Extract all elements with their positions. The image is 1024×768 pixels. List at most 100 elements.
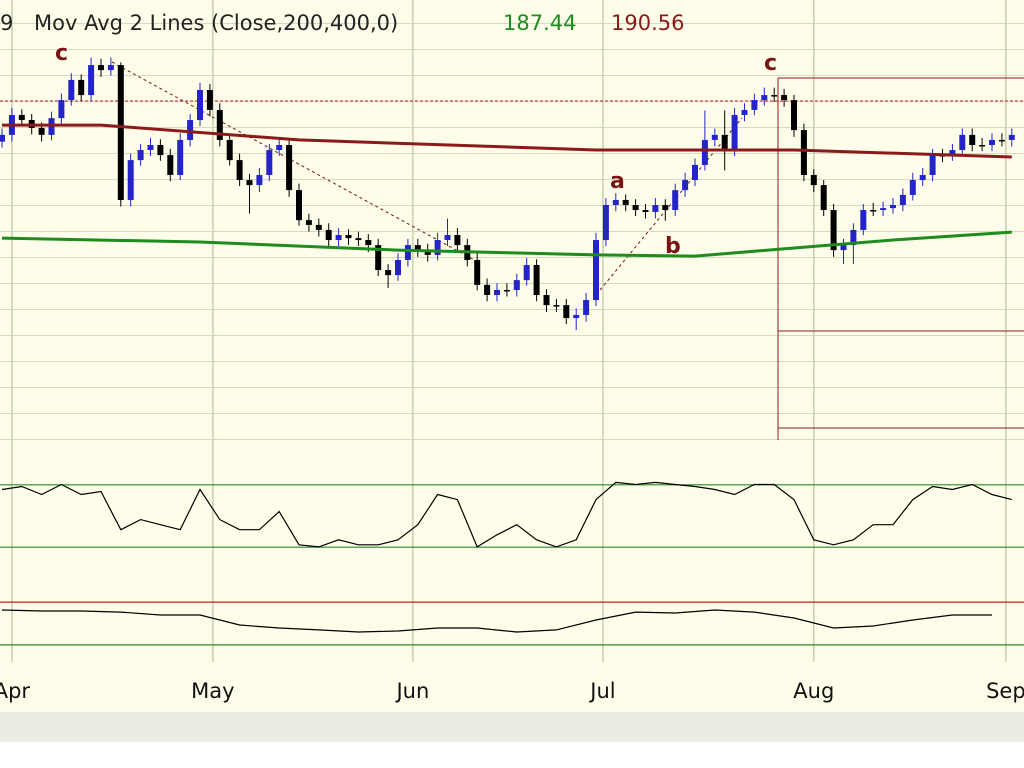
x-tick-label: Jul [588,679,615,703]
candle-body [672,190,679,211]
candle-body [919,174,926,181]
candle-body [187,120,194,140]
candle-body [860,210,867,230]
candle-body [197,90,203,121]
candle-body [58,100,65,119]
candle-body [404,245,411,260]
candle-body [979,144,986,147]
candle-body [969,134,976,145]
candle-body [395,259,401,276]
candle-body [711,134,718,140]
candle-body [38,127,45,135]
candle-body [602,204,609,241]
candle-body [167,155,174,175]
header-title: Mov Avg 2 Lines (Close,200,400,0) [34,11,398,35]
candle-body [276,144,283,151]
ma-value: 190.56 [611,11,684,35]
oscillator-line [1,481,1012,548]
candle-body [899,194,906,205]
x-tick-label: May [191,679,234,703]
wave-label: c [55,41,68,66]
candle-body [325,229,332,241]
candle-body [800,130,807,175]
candle-body [880,208,887,211]
candle-body [890,204,896,209]
candle-body [256,174,263,186]
x-tick-label: Sep [986,679,1024,703]
candle-body [682,180,689,191]
candle-body [98,65,104,71]
moving-average-line [1,230,1012,258]
candle-body [434,240,441,255]
candle-body [315,224,322,230]
candle-body [632,204,639,211]
candle-body [266,150,273,175]
candle-body [909,180,916,195]
candle-body [781,95,788,101]
candle-body [424,250,431,255]
candle-body [385,270,392,276]
candle-body [870,210,877,212]
candle-body [949,150,956,156]
candle-body [751,100,758,110]
candle-body [206,90,213,110]
candle-body [741,109,748,115]
candle-body [68,79,75,101]
candle-body [543,295,550,306]
candle-body [692,164,698,181]
candle-body [444,235,451,241]
candle-body [335,235,342,241]
candle-body [989,139,995,145]
candle-body [840,245,847,251]
x-tick-label: Jun [394,679,429,703]
candle-body [246,180,253,186]
candle-body [107,65,114,71]
candle-body [583,300,590,315]
candle-body [474,259,481,285]
oscillator-line [1,609,992,633]
candle-body [355,238,362,241]
candle-body [503,289,510,292]
candle-body [533,265,540,296]
candle-body [612,199,619,205]
moving-average-line [2,123,1012,159]
candle-body [850,229,857,246]
candle-body [236,160,243,181]
candle-body [1008,134,1015,140]
candle-body [998,139,1005,142]
candle-body [731,114,738,151]
candle-body [375,245,382,271]
wave-label: a [610,169,625,194]
candle-body [959,134,966,151]
candle-body [137,150,144,161]
candle-body [414,245,421,251]
price-grid [0,0,1024,440]
candle-body [523,265,530,281]
candle-body [721,134,728,151]
candle-body [494,289,500,296]
candle-body [484,284,491,296]
candle-body [296,190,302,221]
candle-body [345,235,352,239]
candle-body [0,134,5,142]
candle-body [18,114,25,121]
candle-body [117,65,124,200]
candle-body [830,210,837,251]
candle-body [78,79,85,96]
candle-body [305,220,312,225]
candle-body [771,95,778,97]
candle-body [929,155,936,175]
candle-body [761,95,768,101]
candle-body [563,305,570,319]
candle-body [88,65,95,96]
candle-body [147,144,154,151]
candle-body [622,199,629,205]
candle-body [513,280,520,290]
candle-body [573,314,580,319]
wave-label: c [764,51,777,76]
candle-body [553,305,560,307]
candle-body [652,204,659,212]
candle-body [593,240,599,301]
candle-body [157,144,164,156]
